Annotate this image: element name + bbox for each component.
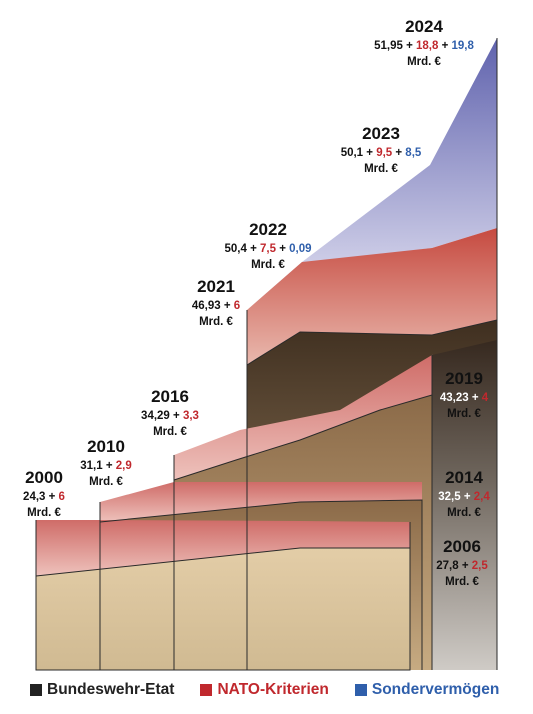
year-label-2000: 2000 <box>25 468 63 487</box>
value-label-2016: 34,29 + 3,3 <box>141 410 199 422</box>
unit-label-2021: Mrd. € <box>199 316 233 328</box>
unit-label-2016: Mrd. € <box>153 426 187 438</box>
sondervermoegen-area <box>247 38 497 310</box>
unit-label-2023: Mrd. € <box>364 163 398 175</box>
value-label-2022: 50,4 + 7,5 + 0,09 <box>225 243 312 255</box>
year-label-2014: 2014 <box>445 468 483 487</box>
value-label-2019: 43,23 + 4 <box>440 392 489 404</box>
value-label-2010: 31,1 + 2,9 <box>80 460 132 472</box>
nato-area-mid <box>174 355 432 480</box>
legend-swatch-sonder <box>354 684 367 696</box>
year-label-2024: 2024 <box>405 17 443 36</box>
legend-item-sonder: Sondervermögen <box>354 681 500 699</box>
legend-swatch-nato <box>200 684 213 696</box>
unit-label-2010: Mrd. € <box>89 476 123 488</box>
nato-area-upper <box>247 228 497 365</box>
unit-label-2006: Mrd. € <box>445 576 479 588</box>
value-label-2021: 46,93 + 6 <box>192 300 240 312</box>
legend-label-sonder: Sondervermögen <box>371 681 500 698</box>
value-label-2014: 32,5 + 2,4 <box>438 491 490 503</box>
legend-item-nato: NATO-Kriterien <box>200 681 329 699</box>
year-label-2021: 2021 <box>197 277 235 296</box>
unit-label-2000: Mrd. € <box>27 507 61 519</box>
year-label-2016: 2016 <box>151 387 189 406</box>
year-label-2010: 2010 <box>87 437 125 456</box>
legend-item-etat: Bundeswehr-Etat <box>30 681 174 699</box>
legend-label-nato: NATO-Kriterien <box>217 681 329 698</box>
data-labels: 2000 24,3 + 6 Mrd. € 2006 27,8 + 2,5 Mrd. € 20… <box>23 17 490 588</box>
value-label-2024: 51,95 + 18,8 + 19,8 <box>374 40 474 52</box>
unit-label-2022: Mrd. € <box>251 259 285 271</box>
value-label-2000: 24,3 + 6 <box>23 491 65 503</box>
year-label-2019: 2019 <box>445 369 483 388</box>
unit-label-2019: Mrd. € <box>447 408 481 420</box>
chart-shapes <box>35 38 498 671</box>
year-label-2022: 2022 <box>249 220 287 239</box>
nato-area-base <box>36 520 410 576</box>
chart-edges <box>35 38 498 671</box>
nato-area-lower <box>100 482 422 522</box>
year-label-2006: 2006 <box>443 537 481 556</box>
value-label-2023: 50,1 + 9,5 + 8,5 <box>341 147 422 159</box>
value-label-2006: 27,8 + 2,5 <box>436 560 488 572</box>
unit-label-2024: Mrd. € <box>407 56 441 68</box>
year-label-2023: 2023 <box>362 124 400 143</box>
unit-label-2014: Mrd. € <box>447 507 481 519</box>
legend-swatch-etat <box>30 684 42 696</box>
legend-label-etat: Bundeswehr-Etat <box>47 681 175 698</box>
etat-area-base <box>36 548 410 670</box>
etat-back-wall <box>432 320 497 670</box>
legend: Bundeswehr-Etat NATO-Kriterien Sonderver… <box>30 681 499 699</box>
